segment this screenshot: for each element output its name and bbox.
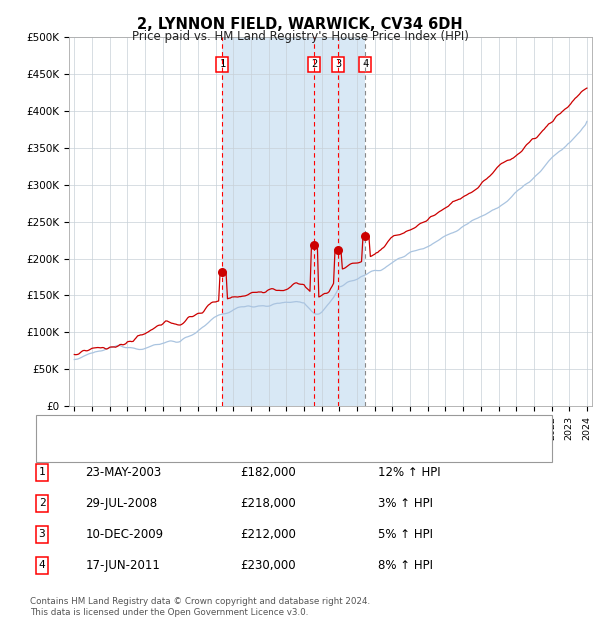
Text: 1: 1 bbox=[219, 60, 226, 69]
Text: 3% ↑ HPI: 3% ↑ HPI bbox=[378, 497, 433, 510]
Text: 3: 3 bbox=[38, 529, 46, 539]
Text: £230,000: £230,000 bbox=[240, 559, 296, 572]
Text: 3: 3 bbox=[335, 60, 341, 69]
Text: £212,000: £212,000 bbox=[240, 528, 296, 541]
Text: 2: 2 bbox=[38, 498, 46, 508]
Text: Price paid vs. HM Land Registry's House Price Index (HPI): Price paid vs. HM Land Registry's House … bbox=[131, 30, 469, 43]
Text: £182,000: £182,000 bbox=[240, 466, 296, 479]
Text: 8% ↑ HPI: 8% ↑ HPI bbox=[378, 559, 433, 572]
Text: 23-MAY-2003: 23-MAY-2003 bbox=[85, 466, 161, 479]
Text: 4: 4 bbox=[38, 560, 46, 570]
Bar bbox=[223, 37, 314, 406]
Text: £218,000: £218,000 bbox=[240, 497, 296, 510]
Text: 1: 1 bbox=[38, 467, 46, 477]
Text: 29-JUL-2008: 29-JUL-2008 bbox=[85, 497, 157, 510]
Text: 12% ↑ HPI: 12% ↑ HPI bbox=[378, 466, 440, 479]
Text: 2, LYNNON FIELD, WARWICK, CV34 6DH: 2, LYNNON FIELD, WARWICK, CV34 6DH bbox=[137, 17, 463, 32]
Text: 5% ↑ HPI: 5% ↑ HPI bbox=[378, 528, 433, 541]
Text: 2, LYNNON FIELD, WARWICK, CV34 6DH (semi-detached house): 2, LYNNON FIELD, WARWICK, CV34 6DH (semi… bbox=[93, 425, 422, 435]
Text: 17-JUN-2011: 17-JUN-2011 bbox=[85, 559, 160, 572]
Text: 2: 2 bbox=[311, 60, 317, 69]
Text: 4: 4 bbox=[362, 60, 368, 69]
Text: HPI: Average price, semi-detached house, Warwick: HPI: Average price, semi-detached house,… bbox=[93, 444, 358, 454]
Bar bbox=[314, 37, 365, 406]
Text: 10-DEC-2009: 10-DEC-2009 bbox=[85, 528, 163, 541]
Text: Contains HM Land Registry data © Crown copyright and database right 2024.
This d: Contains HM Land Registry data © Crown c… bbox=[30, 598, 370, 617]
